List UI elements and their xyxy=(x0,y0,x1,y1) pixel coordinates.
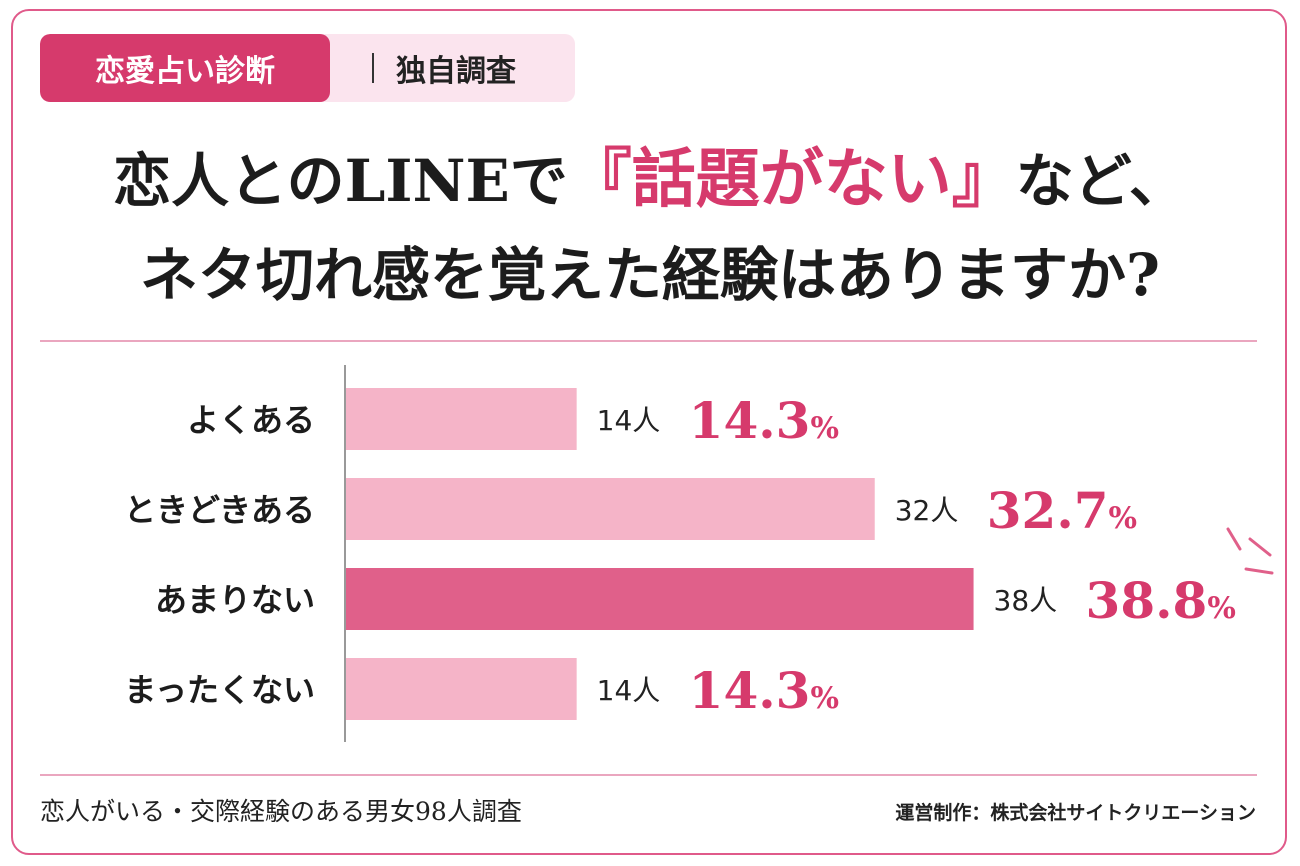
count-label: 32人 xyxy=(895,494,959,527)
percent-label: 14.3% xyxy=(689,661,839,720)
category-label: よくある xyxy=(187,401,315,439)
title-line-1: 恋人とのLINEで『話題がない』など、 xyxy=(0,148,1300,212)
credit: 運営制作：株式会社サイトクリエーション xyxy=(895,802,1256,824)
top-divider xyxy=(40,340,1257,342)
tag-separator xyxy=(372,53,374,83)
bar xyxy=(345,658,577,720)
bottom-divider xyxy=(40,774,1257,776)
tag-category: 恋愛占い診断 xyxy=(40,34,330,102)
survey-note: 恋人がいる・交際経験のある男女98人調査 xyxy=(40,797,522,826)
title-line-2: ネタ切れ感を覚えた経験はありますか? xyxy=(140,241,1160,309)
category-label: まったくない xyxy=(124,671,315,709)
percent-label: 32.7% xyxy=(987,481,1137,540)
title-highlight: 話題がない xyxy=(631,142,952,217)
tag-survey: 独自調査 xyxy=(396,54,516,89)
card-frame xyxy=(11,9,1287,855)
percent-label: 38.8% xyxy=(1086,571,1236,630)
percent-label: 14.3% xyxy=(689,391,839,450)
bar xyxy=(345,388,577,450)
sparkle-icon xyxy=(1226,527,1274,575)
title-post: など、 xyxy=(1015,147,1187,215)
title-pre: 恋人とのLINEで xyxy=(113,147,568,215)
bar xyxy=(345,478,875,540)
count-label: 14人 xyxy=(597,674,661,707)
bar xyxy=(345,568,974,630)
title-close-bracket: 』 xyxy=(951,142,1016,217)
count-label: 14人 xyxy=(597,404,661,437)
category-label: あまりない xyxy=(155,581,315,619)
header-tags: 恋愛占い診断 独自調査 xyxy=(40,34,575,102)
count-label: 38人 xyxy=(994,584,1058,617)
title-open-bracket: 『 xyxy=(567,142,632,217)
bar-chart: よくある 14人 14.3% ときどきある 32人 32.7% あまりない 38人 38.8% ま… xyxy=(124,365,1236,742)
category-label: ときどきある xyxy=(124,491,315,529)
